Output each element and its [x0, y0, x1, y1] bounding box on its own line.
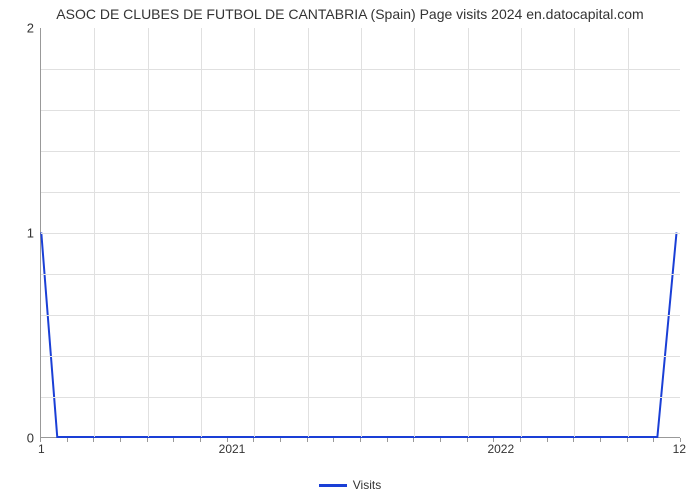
- x-axis-left-label: 1: [38, 442, 45, 456]
- x-minor-tick: [227, 438, 228, 442]
- x-minor-tick: [67, 438, 68, 442]
- grid-line-v: [308, 28, 309, 437]
- x-tick-label: 2021: [219, 442, 246, 456]
- legend-label: Visits: [353, 478, 381, 492]
- grid-line-v: [148, 28, 149, 437]
- x-minor-tick: [467, 438, 468, 442]
- y-tick-label: 0: [20, 431, 34, 446]
- x-minor-tick: [653, 438, 654, 442]
- x-minor-tick: [253, 438, 254, 442]
- x-tick-label: 2022: [487, 442, 514, 456]
- legend-swatch: [319, 484, 347, 487]
- grid-line-v: [201, 28, 202, 437]
- x-minor-tick: [360, 438, 361, 442]
- x-minor-tick: [387, 438, 388, 442]
- x-minor-tick: [200, 438, 201, 442]
- x-minor-tick: [627, 438, 628, 442]
- x-minor-tick: [40, 438, 41, 442]
- x-minor-tick: [147, 438, 148, 442]
- x-minor-tick: [547, 438, 548, 442]
- x-minor-tick: [493, 438, 494, 442]
- grid-line-v: [254, 28, 255, 437]
- series-line: [41, 233, 676, 438]
- x-minor-tick: [520, 438, 521, 442]
- x-minor-tick: [440, 438, 441, 442]
- x-minor-tick: [333, 438, 334, 442]
- chart-title: ASOC DE CLUBES DE FUTBOL DE CANTABRIA (S…: [0, 6, 700, 22]
- y-tick-label: 1: [20, 226, 34, 241]
- x-axis-right-label: 12: [673, 442, 686, 456]
- legend: Visits: [0, 478, 700, 492]
- grid-line-v: [521, 28, 522, 437]
- grid-line-v: [414, 28, 415, 437]
- grid-line-v: [361, 28, 362, 437]
- x-minor-tick: [413, 438, 414, 442]
- grid-line-v: [574, 28, 575, 437]
- x-minor-tick: [93, 438, 94, 442]
- grid-line-v: [468, 28, 469, 437]
- chart-container: ASOC DE CLUBES DE FUTBOL DE CANTABRIA (S…: [0, 0, 700, 500]
- x-minor-tick: [307, 438, 308, 442]
- y-tick-label: 2: [20, 21, 34, 36]
- x-minor-tick: [600, 438, 601, 442]
- x-minor-tick: [680, 438, 681, 442]
- x-minor-tick: [120, 438, 121, 442]
- plot-area: [40, 28, 680, 438]
- x-minor-tick: [280, 438, 281, 442]
- x-minor-tick: [173, 438, 174, 442]
- grid-line-v: [94, 28, 95, 437]
- x-minor-tick: [573, 438, 574, 442]
- grid-line-v: [628, 28, 629, 437]
